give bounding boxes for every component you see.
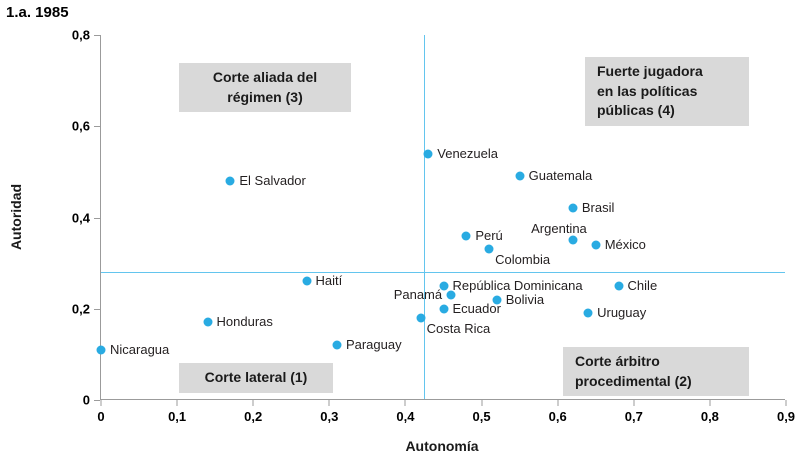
data-point bbox=[332, 340, 342, 350]
point-label: Argentina bbox=[531, 221, 587, 237]
x-tick-label: 0,9 bbox=[776, 409, 796, 424]
point-label: El Salvador bbox=[239, 173, 306, 189]
point-label: Ecuador bbox=[452, 300, 501, 316]
quadrant-label-line: procedimental (2) bbox=[575, 372, 692, 389]
x-tick bbox=[176, 400, 178, 406]
data-point bbox=[416, 313, 426, 323]
quadrant-label-line: Fuerte jugadora bbox=[597, 63, 703, 79]
x-tick bbox=[557, 400, 559, 406]
data-point bbox=[461, 231, 471, 241]
quadrant-label-line: Corte lateral (1) bbox=[204, 369, 308, 385]
data-point bbox=[492, 295, 502, 305]
point-label: Chile bbox=[627, 278, 658, 294]
x-tick bbox=[252, 400, 254, 406]
y-tick-label: 0,6 bbox=[71, 118, 90, 134]
plot-area: Corte aliada del régimen (3) Fuerte juga… bbox=[72, 28, 795, 425]
quadrant-label-line: Corte aliada del bbox=[212, 69, 318, 85]
data-point bbox=[515, 171, 525, 181]
x-tick-label: 0,3 bbox=[320, 409, 339, 424]
y-tick bbox=[94, 35, 100, 36]
point-label: Haití bbox=[315, 273, 343, 289]
y-tick bbox=[94, 308, 100, 310]
data-point bbox=[302, 276, 311, 286]
y-tick-label: 0,2 bbox=[71, 301, 90, 317]
quadrant-label-corte-arbitro: Corte árbitro procedimental (2) bbox=[563, 347, 749, 397]
data-point bbox=[614, 281, 624, 291]
data-point bbox=[203, 317, 213, 327]
data-point bbox=[439, 281, 448, 291]
quadrant-label-corte-aliada: Corte aliada del régimen (3) bbox=[179, 63, 351, 113]
x-tick-label: 0,5 bbox=[472, 409, 491, 424]
data-point bbox=[591, 240, 601, 250]
point-label: Bolivia bbox=[505, 291, 545, 307]
x-tick bbox=[328, 400, 330, 406]
point-label: México bbox=[604, 237, 646, 253]
x-tick-label: 0,8 bbox=[700, 409, 719, 424]
point-label: Honduras bbox=[216, 314, 273, 330]
data-point bbox=[96, 345, 106, 355]
x-tick bbox=[481, 400, 483, 406]
x-tick-label: 0,2 bbox=[244, 409, 263, 424]
x-tick-label: 0,4 bbox=[396, 409, 415, 424]
data-point bbox=[583, 308, 593, 318]
quadrant-label-line: públicas (4) bbox=[597, 102, 675, 119]
x-tick bbox=[709, 400, 711, 406]
x-tick bbox=[785, 400, 787, 406]
point-label: Colombia bbox=[495, 252, 551, 268]
y-axis-title: Autoridad bbox=[8, 183, 24, 251]
data-point bbox=[423, 149, 433, 159]
point-label: Paraguay bbox=[345, 337, 402, 353]
y-tick bbox=[94, 217, 100, 219]
point-label: Costa Rica bbox=[426, 320, 491, 336]
x-tick-label: 0,7 bbox=[624, 409, 643, 424]
x-tick bbox=[404, 400, 406, 406]
point-label: República Dominicana bbox=[452, 278, 583, 294]
y-tick-label: 0 bbox=[82, 392, 90, 408]
x-tick-label: 0,6 bbox=[548, 409, 567, 424]
data-point bbox=[225, 176, 235, 186]
data-point bbox=[484, 244, 494, 254]
data-point bbox=[568, 203, 578, 213]
reference-line-horizontal bbox=[101, 272, 785, 274]
x-tick-label: 0 bbox=[97, 409, 105, 424]
point-label: Guatemala bbox=[528, 168, 593, 184]
quadrant-label-line: Corte árbitro bbox=[575, 353, 660, 369]
x-axis-title: Autonomía bbox=[405, 438, 479, 454]
quadrant-label-fuerte-jugadora: Fuerte jugadora en las políticas pública… bbox=[585, 57, 749, 126]
x-tick bbox=[633, 400, 635, 406]
point-label: Perú bbox=[475, 227, 503, 243]
data-point bbox=[568, 235, 578, 245]
point-label: Panamá bbox=[393, 287, 443, 303]
chart-title: 1.a. 1985 bbox=[6, 4, 69, 21]
y-tick-label: 0,4 bbox=[71, 210, 90, 225]
y-tick bbox=[94, 126, 100, 128]
quadrant-label-corte-lateral: Corte lateral (1) bbox=[179, 363, 333, 393]
data-point bbox=[439, 304, 448, 314]
data-point bbox=[446, 290, 456, 300]
point-label: Uruguay bbox=[597, 305, 647, 321]
point-label: Nicaragua bbox=[110, 342, 170, 358]
reference-line-vertical bbox=[424, 35, 426, 399]
quadrant-label-line: en las políticas bbox=[597, 82, 698, 99]
x-tick-label: 0,1 bbox=[168, 409, 187, 424]
point-label: Venezuela bbox=[437, 145, 498, 161]
point-label: Brasil bbox=[581, 200, 615, 216]
y-tick-label: 0,8 bbox=[71, 27, 90, 43]
quadrant-label-line: régimen (3) bbox=[227, 88, 303, 105]
x-tick bbox=[100, 400, 102, 406]
y-tick bbox=[94, 400, 100, 401]
